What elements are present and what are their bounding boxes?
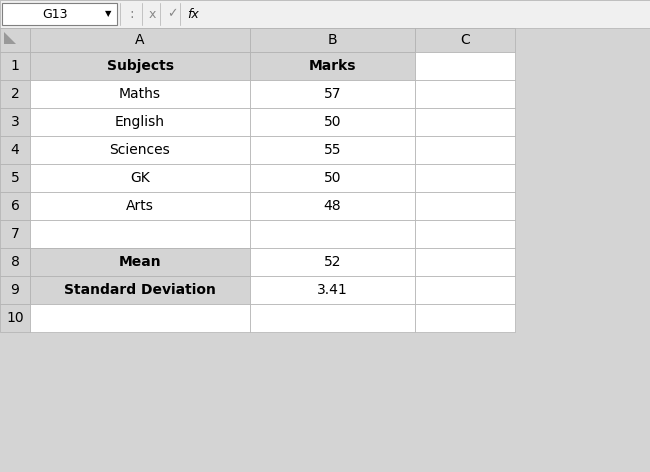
Bar (250, 52, 415, 80)
Bar (415, 52, 515, 80)
Text: 9: 9 (10, 283, 20, 297)
Bar (0, 52, 30, 80)
Bar (250, 248, 415, 276)
Text: 6: 6 (10, 199, 20, 213)
Bar (415, 248, 515, 276)
Bar (250, 80, 415, 108)
Bar (250, 220, 415, 248)
Bar (415, 220, 515, 248)
Bar (250, 276, 415, 304)
Bar (30, 220, 250, 248)
Text: 55: 55 (324, 143, 341, 157)
Bar (30, 276, 250, 304)
Bar (2, 3, 117, 25)
Bar (250, 136, 415, 164)
Bar (250, 192, 415, 220)
Bar (30, 28, 250, 52)
Bar (0, 304, 30, 332)
Bar (250, 108, 415, 136)
Bar (415, 192, 515, 220)
Polygon shape (4, 32, 16, 44)
Text: 8: 8 (10, 255, 20, 269)
Bar (0, 108, 30, 136)
Bar (30, 192, 250, 220)
Text: 52: 52 (324, 255, 341, 269)
Text: Mean: Mean (119, 255, 161, 269)
Text: 48: 48 (324, 199, 341, 213)
Text: B: B (328, 33, 337, 47)
Bar (250, 164, 415, 192)
Bar (30, 80, 250, 108)
Text: Subjects: Subjects (107, 59, 174, 73)
Bar (415, 276, 515, 304)
Text: Sciences: Sciences (110, 143, 170, 157)
Text: Arts: Arts (126, 199, 154, 213)
Bar (0, 80, 30, 108)
Text: 3: 3 (10, 115, 20, 129)
Text: ✓: ✓ (167, 8, 177, 20)
Bar (30, 108, 250, 136)
Text: 1: 1 (10, 59, 20, 73)
Text: C: C (460, 33, 470, 47)
Bar (415, 164, 515, 192)
Text: 2: 2 (10, 87, 20, 101)
Text: Standard Deviation: Standard Deviation (64, 283, 216, 297)
Text: ▼: ▼ (105, 9, 111, 18)
Bar (250, 304, 415, 332)
Text: :: : (130, 7, 135, 21)
Bar (30, 52, 250, 80)
Text: x: x (148, 8, 156, 20)
Bar (0, 164, 30, 192)
Bar (0, 248, 30, 276)
Bar (415, 80, 515, 108)
Text: fx: fx (187, 8, 199, 20)
Text: 50: 50 (324, 115, 341, 129)
Bar (415, 28, 515, 52)
Bar (0, 192, 30, 220)
Text: Maths: Maths (119, 87, 161, 101)
Text: 50: 50 (324, 171, 341, 185)
Text: A: A (135, 33, 145, 47)
Bar (415, 304, 515, 332)
Bar (30, 136, 250, 164)
Text: 4: 4 (10, 143, 20, 157)
Text: G13: G13 (42, 8, 68, 20)
Text: 3.41: 3.41 (317, 283, 348, 297)
Text: 5: 5 (10, 171, 20, 185)
Bar (30, 164, 250, 192)
Text: GK: GK (130, 171, 150, 185)
Bar (0, 220, 30, 248)
Bar (0, 28, 30, 52)
Bar (250, 28, 415, 52)
Bar (0, 276, 30, 304)
Text: 57: 57 (324, 87, 341, 101)
Text: Marks: Marks (309, 59, 356, 73)
Text: English: English (115, 115, 165, 129)
Text: 7: 7 (10, 227, 20, 241)
Bar (415, 136, 515, 164)
Bar (30, 248, 250, 276)
Bar (415, 108, 515, 136)
Bar (0, 136, 30, 164)
Text: 10: 10 (6, 311, 24, 325)
Bar (0, 0, 650, 28)
Bar (30, 304, 250, 332)
